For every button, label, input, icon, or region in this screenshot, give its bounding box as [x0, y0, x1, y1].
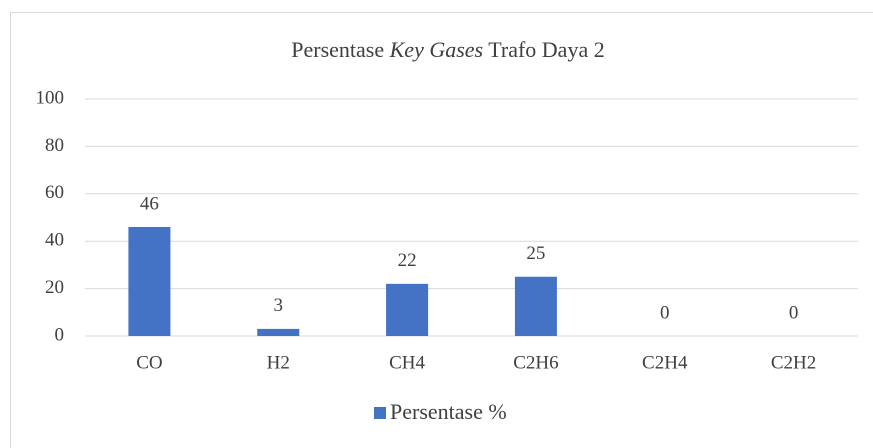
title-part: Persentase [291, 37, 389, 62]
data-label: 22 [398, 250, 417, 271]
data-label: 3 [274, 295, 284, 316]
x-tick-label: CH4 [389, 352, 425, 373]
x-tick-label: C2H4 [642, 352, 688, 373]
x-tick-label: C2H6 [513, 352, 558, 373]
y-tick-label: 20 [45, 277, 64, 298]
y-tick-label: 100 [36, 87, 65, 108]
bar [386, 283, 429, 336]
chart-title: Persentase Key Gases Trafo Daya 2 [291, 37, 604, 62]
legend-label: Persentase % [390, 399, 507, 424]
legend-swatch [374, 407, 386, 419]
x-tick-label: C2H2 [771, 352, 816, 373]
data-label: 0 [660, 302, 670, 323]
bar [514, 276, 557, 336]
data-label: 46 [140, 193, 159, 214]
bar [257, 328, 300, 336]
x-tick-label: H2 [267, 352, 290, 373]
data-label: 0 [789, 302, 799, 323]
data-label: 25 [526, 243, 545, 264]
bar [128, 226, 171, 336]
title-part: Key Gases [389, 37, 483, 62]
x-tick-label: CO [136, 352, 162, 373]
y-tick-label: 80 [45, 135, 64, 156]
title-part: Trafo Daya 2 [483, 37, 605, 62]
y-tick-label: 0 [55, 324, 65, 345]
y-tick-label: 40 [45, 230, 64, 251]
y-tick-label: 60 [45, 182, 64, 203]
